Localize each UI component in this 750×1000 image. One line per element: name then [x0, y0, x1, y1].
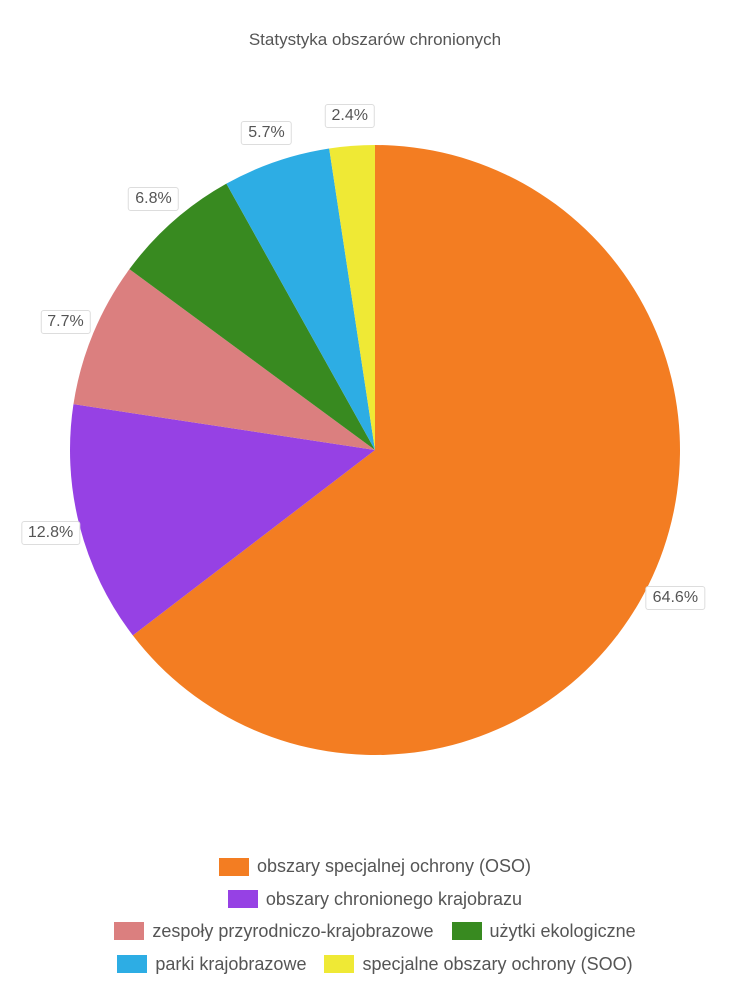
pie-chart-container: Statystyka obszarów chronionych 64.6% 12.…: [0, 0, 750, 1000]
legend-item: parki krajobrazowe: [117, 948, 306, 980]
legend-item: użytki ekologiczne: [452, 915, 636, 947]
legend-swatch: [114, 922, 144, 940]
slice-percent-label: 5.7%: [241, 121, 291, 145]
slice-percent-label: 2.4%: [325, 104, 375, 128]
slice-percent-label: 6.8%: [128, 187, 178, 211]
slice-percent-label: 7.7%: [40, 310, 90, 334]
legend-swatch: [117, 955, 147, 973]
legend-item: obszary chronionego krajobrazu: [228, 883, 522, 915]
legend-label: zespoły przyrodniczo-krajobrazowe: [152, 915, 433, 947]
legend-item: specjalne obszary ochrony (SOO): [324, 948, 632, 980]
slice-percent-label: 12.8%: [21, 521, 80, 545]
pie-area: 64.6% 12.8% 7.7% 6.8% 5.7% 2.4%: [0, 70, 750, 830]
legend-swatch: [228, 890, 258, 908]
pie-svg: [0, 70, 750, 830]
legend: obszary specjalnej ochrony (OSO)obszary …: [0, 850, 750, 980]
slice-percent-label: 64.6%: [646, 586, 705, 610]
legend-swatch: [452, 922, 482, 940]
legend-label: specjalne obszary ochrony (SOO): [362, 948, 632, 980]
legend-row: obszary specjalnej ochrony (OSO): [0, 850, 750, 882]
legend-swatch: [219, 858, 249, 876]
legend-row: zespoły przyrodniczo-krajobrazowe użytki …: [0, 915, 750, 947]
legend-label: obszary chronionego krajobrazu: [266, 883, 522, 915]
legend-item: zespoły przyrodniczo-krajobrazowe: [114, 915, 433, 947]
legend-swatch: [324, 955, 354, 973]
legend-item: obszary specjalnej ochrony (OSO): [219, 850, 531, 882]
chart-title: Statystyka obszarów chronionych: [0, 0, 750, 50]
legend-label: użytki ekologiczne: [490, 915, 636, 947]
legend-label: parki krajobrazowe: [155, 948, 306, 980]
legend-row: obszary chronionego krajobrazu: [0, 883, 750, 915]
legend-label: obszary specjalnej ochrony (OSO): [257, 850, 531, 882]
legend-row: parki krajobrazowe specjalne obszary ochr…: [0, 948, 750, 980]
